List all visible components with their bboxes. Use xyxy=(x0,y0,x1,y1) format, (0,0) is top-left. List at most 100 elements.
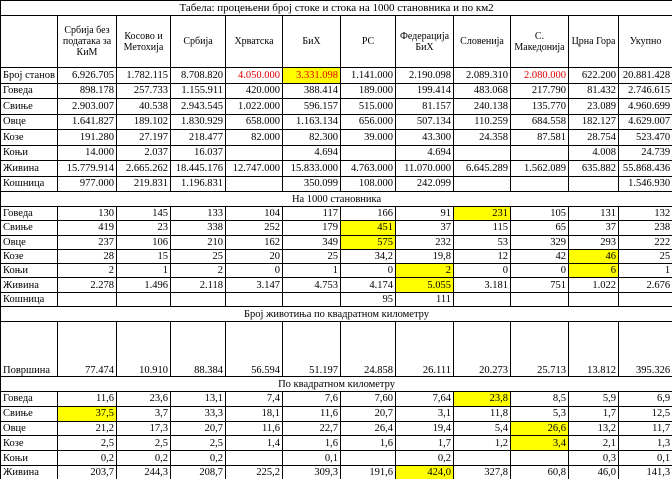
value-cell: 23,6 xyxy=(116,391,171,407)
value-cell: 133 xyxy=(170,205,226,222)
value-cell: 20 xyxy=(225,248,283,265)
value-cell xyxy=(453,144,511,161)
value-cell: 145 xyxy=(116,205,171,222)
value-cell: 219.831 xyxy=(116,175,171,192)
value-cell: 53 xyxy=(453,234,511,250)
value-cell: 115 xyxy=(453,220,511,236)
value-cell: 24.739 xyxy=(617,144,672,161)
column-header: Словенија xyxy=(453,15,511,68)
table-row: На 1000 становника xyxy=(0,191,672,207)
value-cell: 11,6 xyxy=(225,420,283,437)
value-cell: 7,60 xyxy=(340,391,396,407)
table-row: Површина 77.474 10.910 88.384 56.594 51.197 24… xyxy=(0,321,672,378)
value-cell: 424,0 xyxy=(395,465,454,479)
table-row: Козе 2,5 2,5 2,5 1,4 1,6 1,6 1,7 1,2 3,4 2,1 1,3 xyxy=(0,435,672,452)
value-cell xyxy=(453,450,511,467)
value-cell: 132 xyxy=(617,205,672,222)
value-cell: 218.477 xyxy=(170,129,226,146)
column-header: Укупно xyxy=(617,15,672,68)
value-cell: 105 xyxy=(510,205,569,222)
table-row: Број животиња по квадратном километру xyxy=(0,306,672,323)
value-cell: 191,6 xyxy=(340,465,396,479)
value-cell: 56.594 xyxy=(225,321,283,378)
row-label: Козе xyxy=(0,435,58,452)
value-cell: 222 xyxy=(617,234,672,250)
row-label: Овце xyxy=(0,113,58,130)
value-cell: 751 xyxy=(510,277,569,293)
value-cell: 2.676 xyxy=(617,277,672,293)
value-cell: 0 xyxy=(225,263,283,279)
value-cell xyxy=(340,144,396,161)
value-cell: 55.868.436 xyxy=(617,160,672,177)
value-cell: 91 xyxy=(395,205,454,222)
value-cell: 4.050.000 xyxy=(225,67,283,84)
section-heading: Број животиња по квадратном километру xyxy=(0,306,672,323)
value-cell: 1,4 xyxy=(225,435,283,452)
table-row: Коњи 0,2 0,2 0,2 0,1 0,2 0,3 0,1 xyxy=(0,450,672,467)
value-cell: 0,3 xyxy=(568,450,619,467)
column-header: Косово и Метохија xyxy=(116,15,171,68)
value-cell: 420.000 xyxy=(225,82,283,99)
table-row: Свиње 419 23 338 252 179 451 37 115 65 37 238 xyxy=(0,220,672,236)
value-cell xyxy=(568,291,619,308)
value-cell: 46,0 xyxy=(568,465,619,479)
value-cell: 26,4 xyxy=(340,420,396,437)
value-cell: 135.770 xyxy=(510,98,569,115)
row-label: Говеда xyxy=(0,391,58,407)
table-row: По квадратном километру xyxy=(0,376,672,393)
value-cell: 182.127 xyxy=(568,113,619,130)
column-header: БиХ xyxy=(282,15,341,68)
value-cell: 60,8 xyxy=(510,465,569,479)
value-cell xyxy=(453,291,511,308)
value-cell: 237 xyxy=(57,234,117,250)
value-cell: 24.358 xyxy=(453,129,511,146)
section-heading: На 1000 становника xyxy=(0,191,672,207)
value-cell: 7,4 xyxy=(225,391,283,407)
value-cell: 2.089.310 xyxy=(453,67,511,84)
value-cell: 515.000 xyxy=(340,98,396,115)
value-cell: 1,6 xyxy=(282,435,341,452)
value-cell: 419 xyxy=(57,220,117,236)
value-cell: 27.197 xyxy=(116,129,171,146)
value-cell: 0,2 xyxy=(57,450,117,467)
column-header: Црна Гора xyxy=(568,15,619,68)
value-cell: 88.384 xyxy=(170,321,226,378)
value-cell xyxy=(225,175,283,192)
value-cell: 108.000 xyxy=(340,175,396,192)
value-cell: 39.000 xyxy=(340,129,396,146)
value-cell xyxy=(453,175,511,192)
value-cell: 12,5 xyxy=(617,405,672,422)
row-label: Живина xyxy=(0,465,58,479)
value-cell: 16.037 xyxy=(170,144,226,161)
table-row: Коњи 14.000 2.037 16.037 4.694 4.694 4.008 24.7… xyxy=(0,144,672,161)
table-row: Свиње 2.903.007 40.538 2.943.545 1.022.000 59… xyxy=(0,98,672,115)
value-cell: 15.833.000 xyxy=(282,160,341,177)
value-cell: 22,7 xyxy=(282,420,341,437)
table-row: Живина 203,7 244,3 208,7 225,2 309,3 191,6 424,… xyxy=(0,465,672,479)
value-cell: 37 xyxy=(568,220,619,236)
value-cell: 189.102 xyxy=(116,113,171,130)
table-row: Говеда 11,6 23,6 13,1 7,4 7,6 7,60 7,64 23,8 8,5 5… xyxy=(0,391,672,407)
value-cell: 111 xyxy=(395,291,454,308)
value-cell: 25 xyxy=(170,248,226,265)
value-cell: 5,9 xyxy=(568,391,619,407)
table-row: Табела: процењени број стоке и стока на … xyxy=(0,0,672,16)
value-cell: 13,2 xyxy=(568,420,619,437)
value-cell: 81.432 xyxy=(568,82,619,99)
column-header: Федерација БиХ xyxy=(395,15,454,68)
value-cell: 77.474 xyxy=(57,321,117,378)
value-cell: 34,2 xyxy=(340,248,396,265)
value-cell: 2 xyxy=(170,263,226,279)
value-cell: 1.830.929 xyxy=(170,113,226,130)
value-cell: 23.089 xyxy=(568,98,619,115)
value-cell: 6,9 xyxy=(617,391,672,407)
value-cell: 4.008 xyxy=(568,144,619,161)
value-cell: 20,7 xyxy=(340,405,396,422)
value-cell: 658.000 xyxy=(225,113,283,130)
table-row: Козе 191.280 27.197 218.477 82.000 82.300 39.0… xyxy=(0,129,672,146)
value-cell: 141,3 xyxy=(617,465,672,479)
value-cell: 1,7 xyxy=(395,435,454,452)
value-cell: 20,7 xyxy=(170,420,226,437)
value-cell: 13.812 xyxy=(568,321,619,378)
